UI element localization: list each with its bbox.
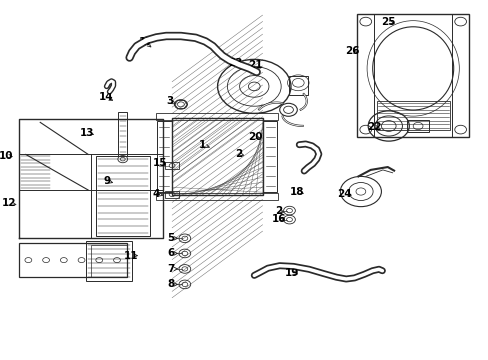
Text: 2: 2 (275, 206, 282, 216)
Text: 11: 11 (123, 251, 138, 261)
Text: 18: 18 (289, 186, 304, 197)
Text: 22: 22 (366, 122, 381, 132)
Text: 16: 16 (271, 213, 285, 224)
Bar (288, 76, 307, 95)
Text: 9: 9 (103, 176, 110, 186)
Bar (165, 191, 179, 198)
Bar (118, 112, 127, 156)
Bar (86, 241, 132, 281)
Bar (156, 113, 278, 120)
Text: 20: 20 (247, 132, 262, 142)
Bar (376, 101, 449, 130)
Text: 25: 25 (381, 17, 395, 27)
Text: 26: 26 (344, 46, 359, 56)
Text: 1: 1 (199, 140, 206, 150)
Bar (262, 121, 277, 192)
Bar (165, 162, 179, 169)
Bar (19, 243, 126, 277)
Bar (91, 245, 127, 277)
Bar (356, 14, 468, 137)
Bar (407, 120, 428, 132)
Bar (157, 121, 172, 192)
Text: 19: 19 (285, 268, 299, 278)
Text: 24: 24 (337, 189, 351, 199)
Text: 17: 17 (138, 37, 153, 48)
Bar (172, 118, 262, 195)
Text: 3: 3 (166, 96, 173, 106)
Bar (96, 156, 150, 237)
Text: 14: 14 (99, 92, 114, 102)
Text: 2: 2 (235, 149, 242, 159)
Text: 7: 7 (167, 264, 175, 274)
Text: 5: 5 (167, 233, 174, 243)
Text: 8: 8 (167, 279, 174, 289)
Text: 4: 4 (152, 189, 160, 199)
Text: 6: 6 (167, 248, 174, 258)
Text: 15: 15 (153, 158, 167, 168)
Text: 12: 12 (1, 198, 16, 208)
Text: 21: 21 (247, 60, 262, 70)
Text: 23: 23 (228, 58, 243, 68)
Bar (156, 193, 278, 200)
Text: 10: 10 (0, 150, 13, 161)
Text: 13: 13 (80, 128, 94, 138)
